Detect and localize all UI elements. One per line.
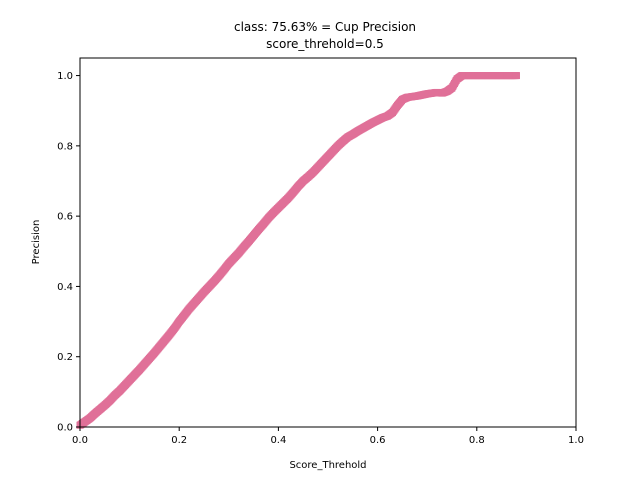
y-tick-label: 0.0 <box>57 423 73 434</box>
data-points <box>76 72 520 429</box>
x-tick-label: 0.4 <box>270 435 286 446</box>
y-tick-label: 0.4 <box>57 282 73 293</box>
x-tick-label: 0.0 <box>72 435 88 446</box>
chart-title-line1: class: 75.63% = Cup Precision <box>234 20 416 34</box>
y-tick-label: 0.2 <box>57 352 73 363</box>
x-tick-label: 0.8 <box>469 435 485 446</box>
y-axis-ticks: 0.0 0.2 0.4 0.6 0.8 1.0 <box>57 71 80 434</box>
y-axis-title: Precision <box>31 220 42 265</box>
x-tick-label: 0.2 <box>171 435 187 446</box>
x-tick-label: 0.6 <box>370 435 386 446</box>
x-axis-title: Score_Threhold <box>289 460 366 471</box>
x-axis-ticks: 0.0 0.2 0.4 0.6 0.8 1.0 <box>72 427 584 446</box>
data-point <box>512 72 520 80</box>
x-tick-label: 1.0 <box>568 435 584 446</box>
y-tick-label: 1.0 <box>57 71 73 82</box>
plot-frame <box>79 57 577 428</box>
chart-title-line2: score_threhold=0.5 <box>266 37 384 51</box>
y-tick-label: 0.8 <box>57 141 73 152</box>
y-tick-label: 0.6 <box>57 212 73 223</box>
